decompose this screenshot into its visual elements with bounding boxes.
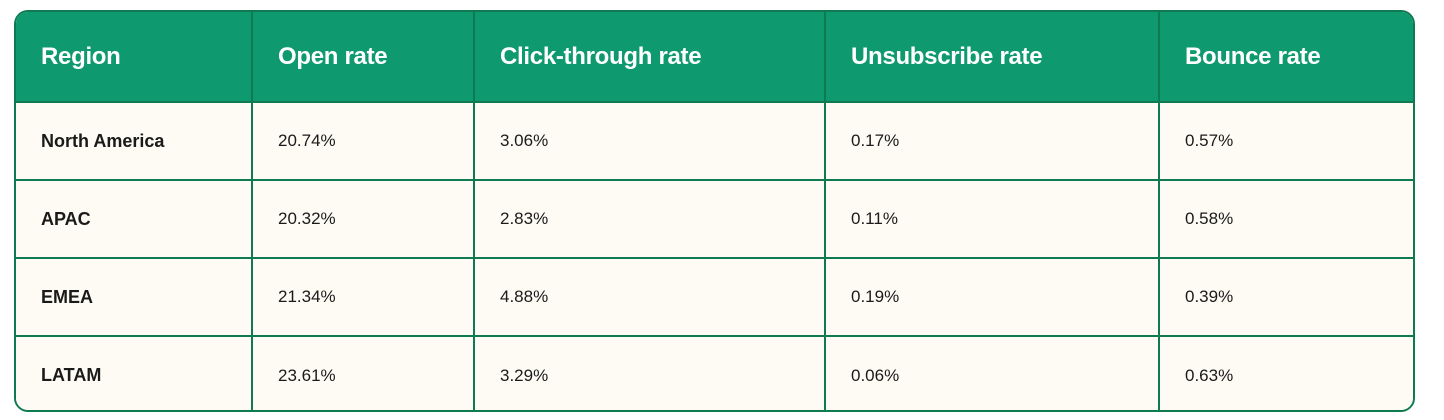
bounce-rate-cell: 0.57% (1159, 102, 1413, 181)
bounce-rate-cell: 0.58% (1159, 180, 1413, 259)
data-table: Region Open rate Click-through rate Unsu… (16, 12, 1413, 410)
click-through-rate-cell: 3.06% (474, 102, 826, 181)
column-header-bounce-rate: Bounce rate (1159, 12, 1413, 103)
open-rate-cell: 21.34% (252, 258, 475, 337)
table-row: North America 20.74% 3.06% 0.17% 0.57% (16, 102, 1413, 181)
table-row: LATAM 23.61% 3.29% 0.06% 0.63% (16, 336, 1413, 410)
region-cell: APAC (16, 180, 253, 259)
table-row: EMEA 21.34% 4.88% 0.19% 0.39% (16, 258, 1413, 337)
email-metrics-table: Region Open rate Click-through rate Unsu… (14, 10, 1415, 412)
click-through-rate-cell: 3.29% (474, 336, 826, 410)
unsubscribe-rate-cell: 0.19% (825, 258, 1160, 337)
column-header-open-rate: Open rate (252, 12, 475, 103)
column-header-region: Region (16, 12, 253, 103)
bounce-rate-cell: 0.63% (1159, 336, 1413, 410)
click-through-rate-cell: 2.83% (474, 180, 826, 259)
unsubscribe-rate-cell: 0.06% (825, 336, 1160, 410)
unsubscribe-rate-cell: 0.11% (825, 180, 1160, 259)
region-cell: North America (16, 102, 253, 181)
header-row: Region Open rate Click-through rate Unsu… (16, 12, 1413, 103)
column-header-click-through-rate: Click-through rate (474, 12, 826, 103)
open-rate-cell: 20.32% (252, 180, 475, 259)
column-header-unsubscribe-rate: Unsubscribe rate (825, 12, 1160, 103)
click-through-rate-cell: 4.88% (474, 258, 826, 337)
open-rate-cell: 23.61% (252, 336, 475, 410)
unsubscribe-rate-cell: 0.17% (825, 102, 1160, 181)
table-row: APAC 20.32% 2.83% 0.11% 0.58% (16, 180, 1413, 259)
bounce-rate-cell: 0.39% (1159, 258, 1413, 337)
region-cell: LATAM (16, 336, 253, 410)
open-rate-cell: 20.74% (252, 102, 475, 181)
region-cell: EMEA (16, 258, 253, 337)
